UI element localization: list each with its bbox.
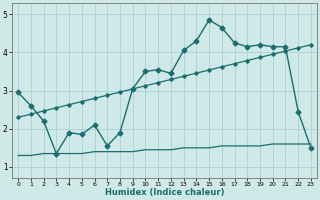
X-axis label: Humidex (Indice chaleur): Humidex (Indice chaleur)	[105, 188, 224, 197]
